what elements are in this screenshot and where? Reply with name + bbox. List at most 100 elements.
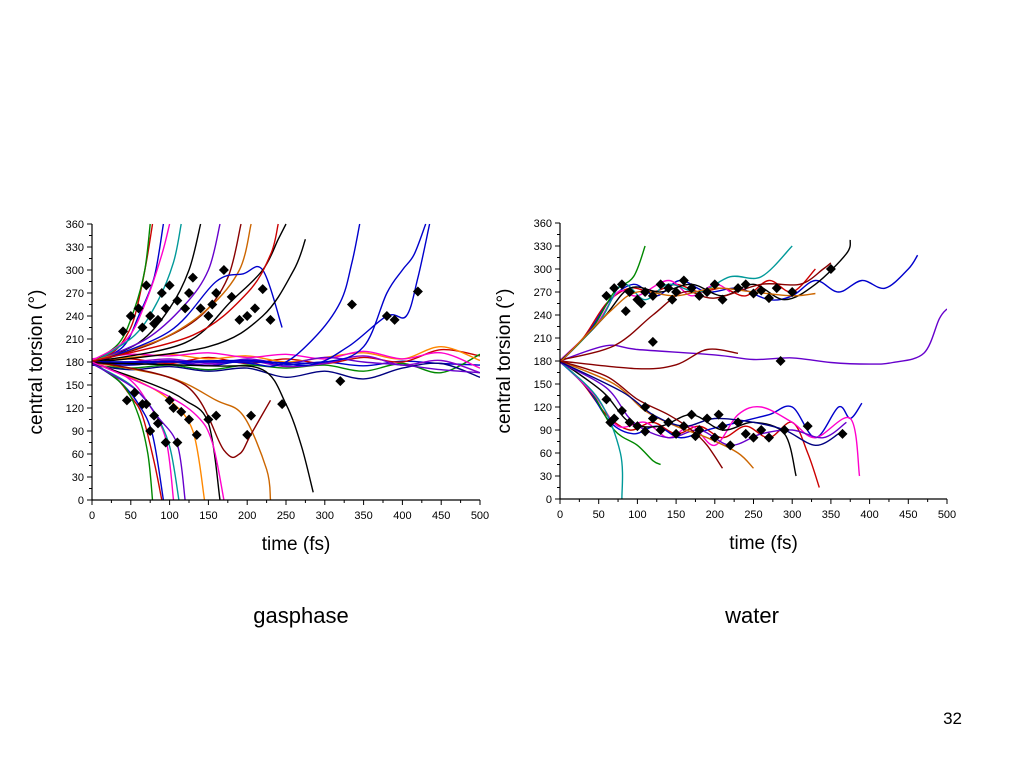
transition-marker xyxy=(160,303,171,314)
y-tick-label: 180 xyxy=(66,357,84,369)
y-tick-label: 270 xyxy=(66,288,84,300)
transition-marker xyxy=(265,314,276,325)
x-tick-label: 200 xyxy=(706,509,724,521)
series-line-34 xyxy=(92,362,314,493)
transition-marker xyxy=(647,290,658,301)
y-tick-label: 90 xyxy=(540,425,552,437)
x-tick-label: 100 xyxy=(628,509,646,521)
transition-marker xyxy=(690,431,701,442)
transition-marker xyxy=(184,414,194,425)
series-line-8 xyxy=(560,287,816,363)
transition-marker xyxy=(168,403,179,413)
x-tick-label: 50 xyxy=(125,510,137,522)
transition-marker xyxy=(647,413,658,424)
series-line-15 xyxy=(92,223,242,364)
caption-gasphase: gasphase xyxy=(253,603,348,628)
x-tick-label: 200 xyxy=(238,510,256,522)
marker-group xyxy=(601,264,848,451)
series-line-26 xyxy=(92,361,154,500)
y-tick-label: 90 xyxy=(72,426,84,438)
y-tick-label: 150 xyxy=(534,379,552,391)
series-line-2 xyxy=(560,245,646,363)
transition-marker xyxy=(624,417,635,428)
transition-marker xyxy=(164,280,175,291)
transition-marker xyxy=(141,280,152,291)
x-tick-label: 250 xyxy=(744,509,762,521)
transition-marker xyxy=(609,283,620,294)
transition-marker xyxy=(184,288,194,298)
transition-marker xyxy=(601,290,612,301)
x-tick-label: 300 xyxy=(316,510,334,522)
page-number: 32 xyxy=(943,709,962,728)
caption-water: water xyxy=(724,603,779,628)
transition-marker xyxy=(640,402,651,412)
transition-marker xyxy=(389,314,400,325)
series-line-4 xyxy=(560,245,793,362)
transition-marker xyxy=(137,322,148,333)
transition-marker xyxy=(733,417,744,428)
transition-marker xyxy=(234,314,245,325)
x-tick-label: 400 xyxy=(860,509,878,521)
transition-marker xyxy=(191,429,202,440)
transition-marker xyxy=(694,425,705,435)
transition-marker xyxy=(172,437,183,448)
y-tick-label: 300 xyxy=(534,264,552,276)
x-tick-label: 350 xyxy=(354,510,372,522)
y-tick-label: 60 xyxy=(540,448,552,460)
transition-marker xyxy=(257,284,268,295)
series-line-20 xyxy=(92,223,279,362)
y-tick-label: 150 xyxy=(66,380,84,392)
y-tick-label: 330 xyxy=(534,241,552,253)
transition-marker xyxy=(242,429,253,440)
transition-marker xyxy=(172,295,183,306)
y-tick-label: 330 xyxy=(66,242,84,254)
transition-marker xyxy=(671,428,682,439)
y-tick-label: 0 xyxy=(78,495,84,507)
transition-marker xyxy=(748,432,759,443)
transition-marker xyxy=(640,287,651,297)
transition-marker xyxy=(412,286,423,297)
transition-marker xyxy=(211,410,222,421)
y-tick-label: 30 xyxy=(540,471,552,483)
transition-marker xyxy=(242,311,253,321)
y-tick-label: 210 xyxy=(534,333,552,345)
transition-marker xyxy=(145,311,156,321)
series-line-1 xyxy=(92,348,480,365)
series-line-11 xyxy=(92,223,171,362)
transition-marker xyxy=(609,413,620,424)
y-tick-label: 360 xyxy=(534,218,552,230)
transition-marker xyxy=(125,311,136,321)
transition-marker xyxy=(616,405,627,416)
x-tick-label: 0 xyxy=(557,509,563,521)
y-tick-label: 270 xyxy=(534,287,552,299)
transition-marker xyxy=(694,290,705,301)
transition-marker xyxy=(655,425,666,435)
x-tick-label: 450 xyxy=(899,509,917,521)
transition-marker xyxy=(717,421,728,432)
x-tick-label: 450 xyxy=(432,510,450,522)
x-tick-label: 400 xyxy=(393,510,411,522)
transition-marker xyxy=(180,303,191,314)
transition-marker xyxy=(121,395,132,406)
transition-marker xyxy=(640,426,651,437)
transition-marker xyxy=(218,265,229,275)
transition-marker xyxy=(277,399,288,410)
x-tick-label: 150 xyxy=(667,509,685,521)
transition-marker xyxy=(678,421,689,432)
y-tick-label: 360 xyxy=(66,219,84,231)
transition-marker xyxy=(825,264,836,274)
series-line-16 xyxy=(92,223,252,362)
x-tick-label: 0 xyxy=(89,510,95,522)
y-tick-label: 180 xyxy=(534,356,552,368)
series-line-17 xyxy=(560,360,755,469)
x-tick-label: 500 xyxy=(471,510,489,522)
chart-water: 0 30 60 90 120 150 180 210 240 270 300 330 360 0 50 100… xyxy=(494,218,956,554)
transition-marker xyxy=(160,437,171,448)
transition-marker xyxy=(713,409,724,420)
series-line-12 xyxy=(92,223,182,365)
transition-marker xyxy=(211,288,222,298)
transition-marker xyxy=(837,428,848,439)
transition-marker xyxy=(381,311,392,321)
series-group xyxy=(560,239,947,499)
